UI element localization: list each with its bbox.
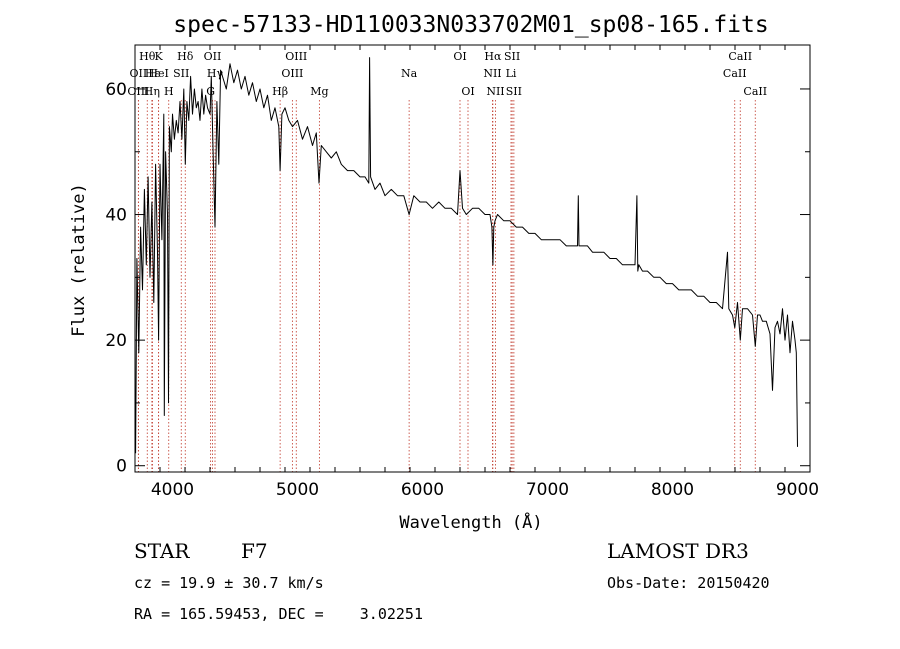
spectral-line-label: OIII [127,85,149,98]
spectral-line-label: OI [453,50,466,63]
spectral-line-label: SII [173,67,189,80]
y-tick-label: 20 [105,331,127,351]
x-tick-label: 6000 [401,480,444,500]
spectral-line-label: CaII [728,50,752,63]
spectral-line-label: CaII [723,67,747,80]
x-tick-label: 8000 [651,480,694,500]
spectral-line-label: OIII [281,67,303,80]
spectral-line-label: CaII [743,85,767,98]
spectral-line-label: NII [483,67,501,80]
flux-line [135,57,798,454]
spectral-line-label: SII [506,85,522,98]
redshift-velocity: cz = 19.9 ± 30.7 km/s [134,574,324,592]
spectral-line-label: OII [204,50,222,63]
x-tick-label: 9000 [776,480,819,500]
x-axis-label: Wavelength (Å) [399,511,542,533]
object-class: STAR [134,539,190,563]
x-tick-label: 7000 [526,480,569,500]
spectral-line-label: OII [130,67,148,80]
spectral-line-label: NII [486,85,504,98]
y-axis-label: Flux (relative) [69,183,89,337]
spectral-line-label: OI [461,85,474,98]
spectral-line-label: Hε [145,67,161,80]
y-tick-label: 60 [105,80,127,100]
chart-title: spec-57133-HD110033N033702M01_sp08-165.f… [173,12,768,38]
flux-series [135,57,798,454]
plot-frame [134,44,811,473]
spectral-line-label: Hθ [139,50,156,63]
spectral-line-label: Mg [310,85,328,98]
coordinates: RA = 165.59453, DEC = 3.02251 [134,605,423,623]
observation-date: Obs-Date: 20150420 [607,574,770,592]
spectral-line-label: Hα [484,50,502,63]
y-tick-label: 0 [116,457,127,477]
spectral-line-label: H [164,85,174,98]
survey-name: LAMOST DR3 [607,539,749,563]
object-subclass: F7 [241,539,268,563]
spectral-line-label: Hη [144,85,160,98]
spectral-line-label: Hβ [272,85,288,98]
axes: 4000 5000 6000 7000 8000 9000 0 20 40 60 [105,44,819,500]
spectral-line-label: OIII [285,50,307,63]
y-tick-label: 40 [105,206,127,226]
spectral-line-label: K [155,50,164,63]
x-tick-label: 4000 [151,480,194,500]
spectral-line-label: HeI [148,67,168,80]
spectral-line-label: Li [506,67,517,80]
spectrum-info: STAR F7 LAMOST DR3 cz = 19.9 ± 30.7 km/s… [134,539,770,623]
spectral-line-label: SII [504,50,520,63]
spectral-line-label: Hδ [177,50,194,63]
x-tick-label: 5000 [276,480,319,500]
spectral-line-label: Na [401,67,418,80]
